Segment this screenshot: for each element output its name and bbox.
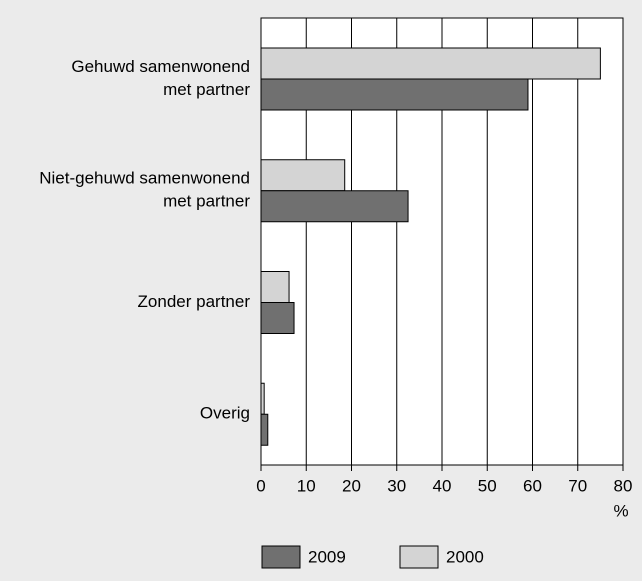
- bar: [260, 382, 265, 415]
- bar: [260, 302, 295, 334]
- x-tick-label: 70: [568, 476, 587, 495]
- bar: [260, 190, 409, 223]
- x-tick-label: 40: [433, 476, 452, 495]
- x-tick-label: 80: [614, 476, 633, 495]
- x-tick-label: 0: [256, 476, 265, 495]
- y-tick-label: Overig: [200, 404, 250, 423]
- x-tick-label: 60: [523, 476, 542, 495]
- bar: [260, 413, 269, 446]
- x-tick-label: 50: [478, 476, 497, 495]
- x-tick-label: 10: [297, 476, 316, 495]
- y-tick-label: Niet-gehuwd samenwonend: [39, 169, 250, 188]
- x-axis-label: %: [613, 501, 628, 520]
- legend-label: 2009: [308, 547, 346, 566]
- y-tick-label: met partner: [163, 80, 250, 99]
- bar: [260, 78, 529, 111]
- x-tick-label: 20: [342, 476, 361, 495]
- legend-swatch: [261, 545, 301, 569]
- legend-label: 2000: [446, 547, 484, 566]
- y-tick-label: met partner: [163, 192, 250, 211]
- y-tick-label: Zonder partner: [138, 292, 251, 311]
- bar: [260, 271, 290, 303]
- x-tick-label: 30: [387, 476, 406, 495]
- legend-swatch: [399, 545, 439, 569]
- y-tick-label: Gehuwd samenwonend: [71, 57, 250, 76]
- bar: [260, 159, 346, 192]
- bar: [260, 47, 601, 80]
